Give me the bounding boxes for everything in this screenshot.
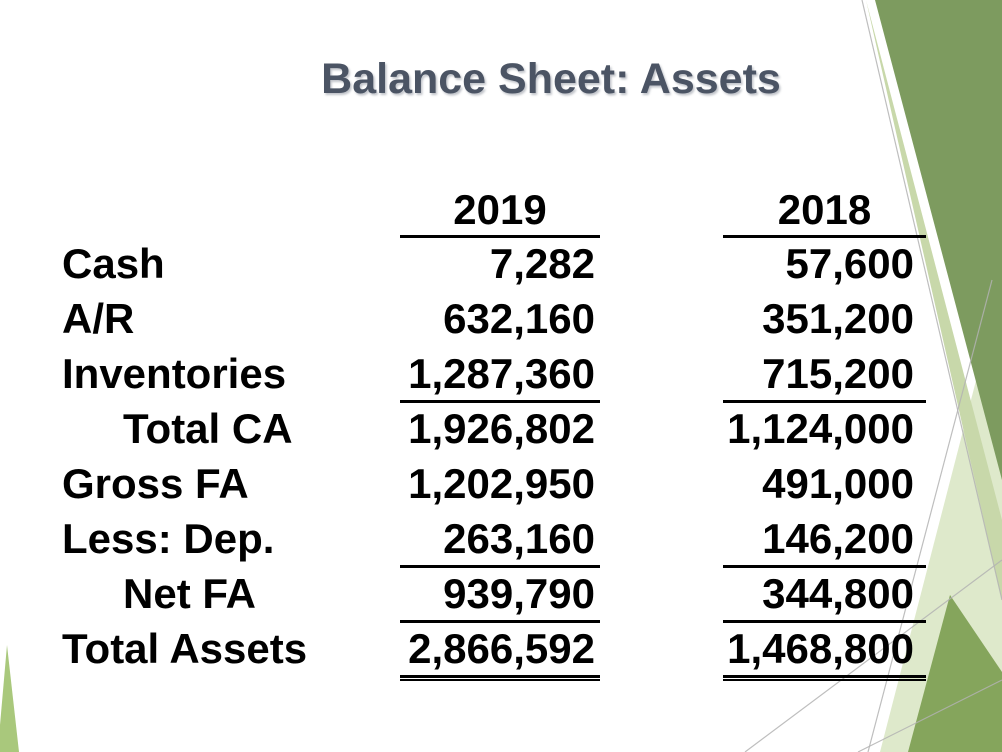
- value-2019: 2,866,592: [400, 623, 600, 681]
- value-2018: 491,000: [762, 460, 914, 507]
- value-2018: 715,200: [723, 348, 926, 403]
- row-label: Less: Dep.: [62, 515, 275, 562]
- value-2019: 1,287,360: [400, 348, 600, 403]
- value-2018: 1,124,000: [727, 405, 914, 452]
- column-gap: [600, 623, 723, 678]
- hairline-diagonal-1: [861, 0, 1002, 601]
- slide-title: Balance Sheet: Assets: [321, 54, 781, 103]
- row-label: Net FA: [123, 570, 257, 617]
- value-2019: 1,202,950: [408, 460, 595, 507]
- light-green-band: [866, 0, 1002, 600]
- value-2019: 1,926,802: [408, 405, 595, 452]
- table-row: Total Assets 2,866,592 1,468,800: [62, 623, 926, 681]
- hairline-diagonal-2: [867, 279, 993, 752]
- value-2019: 632,160: [443, 295, 595, 342]
- dark-green-triangle: [875, 0, 1002, 480]
- col-header-2019: 2019: [400, 188, 600, 238]
- table-row: A/R 632,160 351,200: [62, 293, 926, 348]
- row-label: Gross FA: [62, 460, 249, 507]
- table-rows: Cash 7,282 57,600 A/R 632,160 351,200 Inventor…: [62, 238, 926, 681]
- hairline-diagonal-4: [857, 679, 1002, 752]
- value-2018: 344,800: [723, 568, 926, 623]
- column-gap: [600, 513, 723, 568]
- table-row: Total CA 1,926,802 1,124,000: [62, 403, 926, 458]
- column-gap: [600, 403, 723, 458]
- table-header-row: 2019 2018: [62, 188, 926, 238]
- row-label: A/R: [62, 295, 135, 342]
- value-2019: 939,790: [400, 568, 600, 623]
- column-gap: [600, 238, 723, 293]
- table-row: Inventories 1,287,360 715,200: [62, 348, 926, 403]
- value-2018: 351,200: [762, 295, 914, 342]
- table-row: Gross FA 1,202,950 491,000: [62, 458, 926, 513]
- value-2019: 7,282: [489, 240, 595, 287]
- balance-sheet-table: 2019 2018 Cash 7,282 57,600 A/R 632,160 351,2…: [62, 188, 926, 681]
- value-2018: 1,468,800: [723, 623, 926, 681]
- value-2019: 263,160: [400, 513, 600, 568]
- column-gap: [600, 348, 723, 403]
- table-row: Cash 7,282 57,600: [62, 238, 926, 293]
- table-row: Less: Dep. 263,160 146,200: [62, 513, 926, 568]
- row-label: Total Assets: [62, 625, 308, 672]
- row-label: Total CA: [123, 405, 293, 452]
- column-gap: [600, 458, 723, 513]
- column-gap: [600, 293, 723, 348]
- bottom-left-green-sliver: [0, 645, 19, 752]
- medium-green-corner-triangle: [908, 595, 1002, 752]
- header-gap: [600, 188, 723, 238]
- column-gap: [600, 568, 723, 623]
- row-label: Cash: [62, 240, 165, 287]
- table-row: Net FA 939,790 344,800: [62, 568, 926, 623]
- hairline-diagonal-3: [744, 559, 1002, 752]
- col-header-2018: 2018: [723, 188, 926, 238]
- value-2018: 146,200: [723, 513, 926, 568]
- header-spacer: [62, 188, 400, 238]
- row-label: Inventories: [62, 350, 287, 397]
- value-2018: 57,600: [785, 240, 914, 287]
